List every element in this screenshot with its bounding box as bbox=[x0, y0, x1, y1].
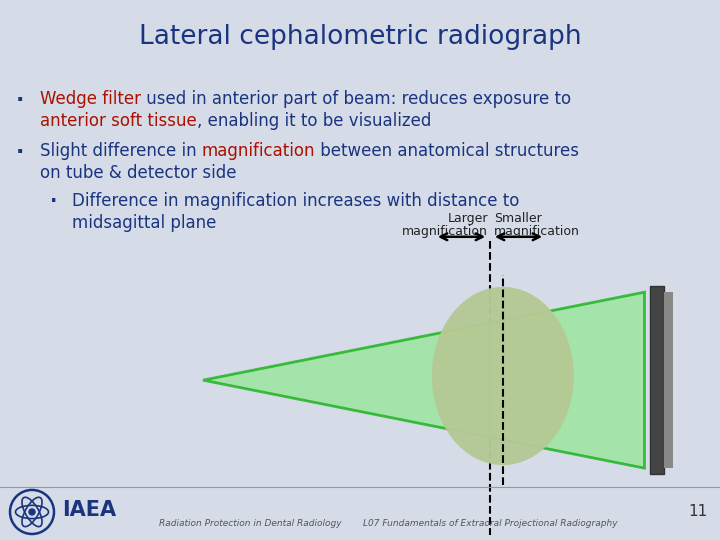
Text: anterior soft tissue: anterior soft tissue bbox=[40, 112, 197, 130]
Bar bbox=[664, 292, 673, 468]
Polygon shape bbox=[203, 292, 644, 468]
Text: 11: 11 bbox=[689, 504, 708, 519]
Text: L07 Fundamentals of Extraoral Projectional Radiography: L07 Fundamentals of Extraoral Projection… bbox=[363, 519, 617, 529]
Text: ·: · bbox=[16, 141, 24, 161]
Text: on tube & detector side: on tube & detector side bbox=[40, 164, 236, 182]
Text: between anatomical structures: between anatomical structures bbox=[315, 141, 580, 160]
Text: , enabling it to be visualized: , enabling it to be visualized bbox=[197, 112, 431, 130]
Text: Smaller: Smaller bbox=[494, 212, 541, 225]
Text: Larger: Larger bbox=[448, 212, 488, 225]
Ellipse shape bbox=[432, 287, 574, 465]
Text: Wedge filter: Wedge filter bbox=[40, 90, 141, 107]
Text: magnification: magnification bbox=[202, 141, 315, 160]
Text: Slight difference in: Slight difference in bbox=[40, 141, 202, 160]
Text: Difference in magnification increases with distance to: Difference in magnification increases wi… bbox=[72, 192, 519, 210]
Bar bbox=[650, 286, 664, 475]
Circle shape bbox=[29, 509, 35, 515]
Text: IAEA: IAEA bbox=[62, 500, 116, 520]
Ellipse shape bbox=[432, 287, 574, 465]
Text: magnification: magnification bbox=[402, 225, 488, 238]
Text: midsagittal plane: midsagittal plane bbox=[72, 214, 217, 232]
Text: used in anterior part of beam: reduces exposure to: used in anterior part of beam: reduces e… bbox=[141, 90, 571, 107]
Text: Lateral cephalometric radiograph: Lateral cephalometric radiograph bbox=[139, 24, 581, 50]
Text: magnification: magnification bbox=[494, 225, 580, 238]
Text: ·: · bbox=[16, 90, 24, 110]
Text: ·: · bbox=[50, 192, 58, 211]
Text: Radiation Protection in Dental Radiology: Radiation Protection in Dental Radiology bbox=[158, 519, 341, 529]
